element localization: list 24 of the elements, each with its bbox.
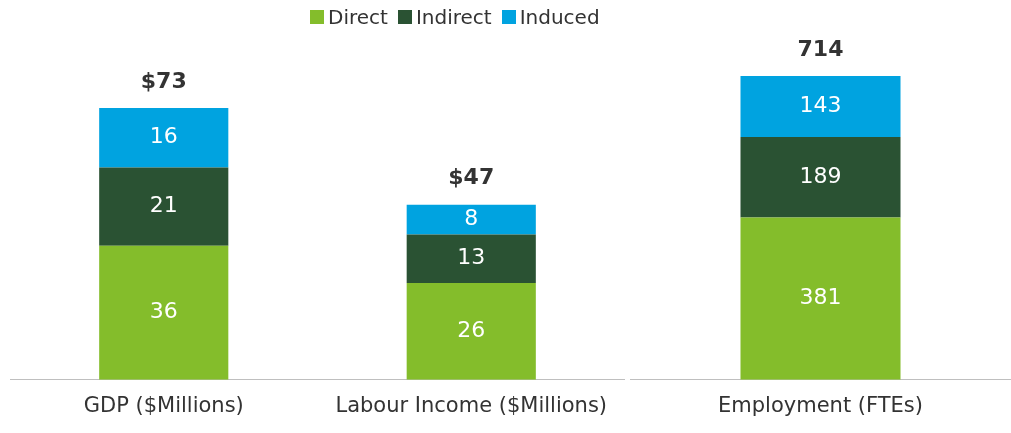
- data-label: 381: [799, 284, 842, 310]
- total-label: $47: [448, 164, 495, 190]
- legend-label: Direct: [327, 5, 388, 29]
- legend-label: Induced: [518, 5, 600, 29]
- bar: [406, 282, 536, 380]
- data-label: 189: [799, 162, 842, 188]
- bar: [406, 234, 536, 283]
- total-label: $73: [140, 67, 187, 93]
- x-tick-label: Employment (FTEs): [718, 392, 923, 417]
- data-label: 143: [799, 92, 842, 118]
- total-label: 714: [797, 35, 844, 61]
- data-label: 26: [457, 317, 486, 343]
- bar: [99, 167, 229, 246]
- data-label: 16: [149, 123, 178, 149]
- bar: [99, 107, 229, 168]
- x-tick-label: GDP ($Millions): [83, 392, 244, 417]
- x-tick-label: Labour Income ($Millions): [335, 392, 608, 417]
- data-label: 8: [464, 205, 479, 231]
- legend-label: Indirect: [414, 5, 492, 29]
- data-label: 13: [457, 244, 486, 270]
- bar: [406, 204, 536, 235]
- data-label: 36: [149, 298, 178, 324]
- bar: [99, 245, 229, 380]
- data-label: 21: [149, 192, 178, 218]
